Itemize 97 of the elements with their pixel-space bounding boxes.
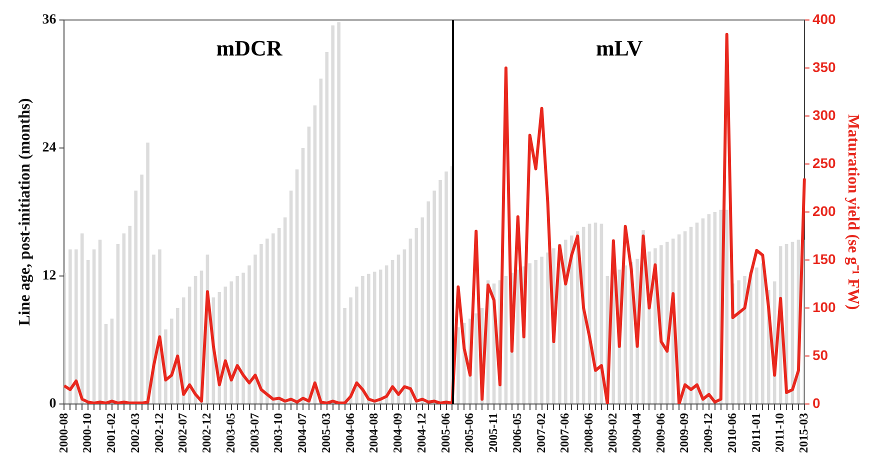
x-tick-label: 2004-08	[366, 413, 381, 454]
annotation: mDCR	[216, 36, 284, 61]
bar	[540, 256, 544, 404]
bar	[504, 276, 508, 404]
bar	[230, 281, 233, 404]
y-axis-title: Line age, post-initiation (months)	[16, 98, 34, 326]
bar	[266, 238, 269, 404]
x-tick-label: 2005-03	[318, 413, 333, 454]
bar	[272, 233, 275, 404]
x-tick-label: 2009-04	[629, 413, 644, 454]
bar	[260, 244, 263, 404]
x-tick-label: 2002-12	[152, 413, 166, 454]
y2-tick-label: 0	[812, 394, 820, 411]
bar	[361, 276, 364, 404]
bar	[355, 286, 358, 404]
bar	[456, 327, 460, 404]
bar	[725, 210, 728, 404]
x-tick-label: 2009-09	[677, 413, 692, 454]
x-tick-label: 2000-10	[80, 413, 94, 454]
bar	[749, 272, 752, 404]
y2-tick-label: 400	[812, 10, 836, 27]
x-tick-label: 2011-10	[772, 413, 787, 452]
bar	[432, 190, 436, 404]
bar	[80, 233, 84, 404]
bar	[564, 240, 568, 404]
bar	[319, 78, 323, 404]
bar	[277, 228, 281, 404]
y-tick-label: 12	[42, 268, 56, 284]
bar	[516, 270, 520, 404]
x-tick-label: 2001-02	[104, 413, 118, 454]
bar	[528, 263, 532, 404]
x-tick-label: 2005-06	[438, 413, 452, 454]
y2-tick-label: 100	[812, 298, 836, 315]
bar	[665, 242, 669, 404]
bar	[248, 265, 251, 404]
x-tick-label: 2009-06	[653, 413, 668, 454]
x-tick-label: 2004-12	[414, 413, 428, 454]
bar	[68, 249, 72, 404]
bar	[367, 274, 370, 404]
x-tick-label: 2004-07	[295, 413, 310, 454]
y2-tick-label: 200	[812, 202, 836, 219]
x-tick-label: 2009-02	[606, 413, 620, 454]
x-tick-label: 2011-01	[748, 413, 763, 452]
bar	[170, 318, 174, 404]
x-tick-label: 2008-06	[582, 413, 596, 454]
x-tick-label: 2003-05	[223, 413, 238, 454]
y2-tick-label: 300	[812, 106, 836, 123]
bar	[349, 297, 352, 404]
bar	[624, 265, 627, 404]
x-tick-label: 2003-10	[271, 413, 286, 454]
bar	[295, 169, 299, 404]
x-tick-label: 2009-12	[701, 413, 716, 454]
x-tick-label: 2005-06	[462, 413, 476, 454]
bar	[474, 313, 478, 404]
x-tick-label: 2003-07	[247, 413, 262, 454]
y2-tick-label: 50	[812, 346, 828, 363]
x-tick-label: 2010-06	[724, 413, 739, 454]
y2-tick-label: 150	[812, 250, 836, 267]
x-tick-label: 2000-08	[56, 413, 70, 454]
bar	[743, 276, 746, 404]
bar	[737, 280, 740, 404]
x-tick-label: 2004-06	[342, 413, 357, 454]
bar	[546, 252, 550, 404]
bar	[534, 260, 538, 404]
bar	[372, 272, 376, 404]
x-tick-label: 2015-03	[796, 413, 811, 454]
x-tick-label: 2004-09	[390, 413, 405, 454]
bar	[74, 249, 78, 404]
bar	[331, 25, 334, 404]
x-tick-label: 2007-02	[534, 413, 548, 454]
x-tick-label: 2007-06	[558, 413, 572, 454]
y-tick-label: 36	[42, 12, 56, 28]
bar	[755, 267, 758, 404]
bar	[420, 217, 424, 404]
bar	[146, 142, 150, 404]
bar	[301, 148, 305, 404]
bar	[242, 272, 245, 404]
y-tick-label: 24	[42, 140, 56, 156]
bar	[713, 212, 717, 404]
y2-axis-title: Maturation yield (se g⁻¹ FW)	[844, 114, 862, 310]
bar	[236, 276, 239, 404]
bar	[254, 254, 257, 404]
bar	[289, 190, 293, 404]
x-tick-label: 2002-03	[128, 413, 142, 454]
bar	[570, 235, 574, 404]
bar	[761, 263, 764, 404]
x-tick-label: 2002-12	[200, 413, 214, 454]
bar	[426, 201, 430, 404]
y2-tick-label: 350	[812, 58, 836, 75]
bar	[283, 217, 287, 404]
y-tick-label: 0	[49, 396, 56, 412]
x-tick-label: 2002-07	[176, 413, 190, 454]
y2-tick-label: 250	[812, 154, 836, 171]
x-tick-label: 2006-05	[510, 413, 524, 454]
bar	[224, 286, 228, 404]
x-tick-label: 2005-11	[486, 413, 500, 452]
annotation: mLV	[596, 36, 643, 61]
